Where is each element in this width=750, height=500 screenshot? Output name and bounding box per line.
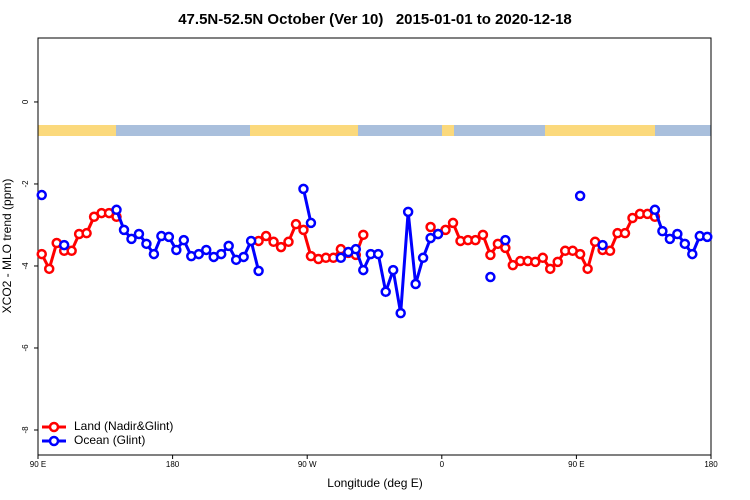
data-point: [447, 217, 459, 229]
data-point: [305, 217, 317, 229]
data-point: [283, 236, 294, 248]
data-point: [597, 239, 608, 251]
x-tick-label: 180: [166, 460, 180, 469]
data-point: [350, 243, 362, 255]
data-point: [215, 248, 227, 260]
legend-label: Land (Nadir&Glint): [74, 419, 173, 433]
data-point: [148, 248, 160, 260]
data-point: [574, 190, 586, 202]
legend-marker: [48, 421, 60, 433]
x-tick-label: 90 E: [568, 460, 584, 469]
data-point: [627, 212, 638, 224]
data-point: [358, 264, 369, 276]
y-tick-label: -6: [21, 344, 30, 352]
legend-marker: [48, 435, 60, 447]
data-point: [290, 218, 302, 230]
data-point: [253, 265, 264, 277]
data-point: [687, 248, 698, 260]
data-point: [298, 224, 309, 236]
data-point: [574, 248, 586, 260]
data-point: [141, 238, 152, 250]
y-tick-label: 0: [21, 99, 30, 104]
data-point: [507, 259, 519, 271]
data-point: [81, 227, 92, 239]
data-point: [66, 245, 77, 257]
data-point: [672, 228, 683, 240]
data-point: [223, 240, 234, 252]
data-point: [657, 225, 668, 237]
data-point: [201, 244, 212, 256]
data-point: [410, 278, 421, 290]
data-point: [268, 236, 279, 248]
data-point: [178, 234, 190, 246]
data-point: [432, 228, 444, 240]
data-point: [118, 224, 130, 236]
x-tick-label: 180: [704, 460, 718, 469]
data-point: [133, 228, 145, 240]
x-tick-label: 0: [440, 460, 445, 469]
data-point: [193, 248, 205, 260]
data-point: [238, 251, 249, 263]
data-point: [470, 234, 481, 246]
data-point: [544, 263, 556, 275]
data-point: [440, 224, 451, 236]
data-point: [380, 286, 391, 298]
data-point: [163, 231, 175, 243]
land-band: [545, 125, 655, 136]
data-point: [477, 229, 489, 241]
data-point: [500, 234, 511, 246]
data-point: [425, 232, 436, 244]
land-band: [38, 125, 116, 136]
data-point: [36, 189, 47, 201]
plot-frame: [37, 37, 712, 456]
land-ocean-strip: [38, 125, 711, 136]
data-point: [552, 256, 563, 268]
data-point: [664, 233, 676, 245]
land-band: [250, 125, 358, 136]
y-tick-label: -4: [21, 262, 30, 270]
data-point: [387, 264, 399, 276]
data-point: [335, 252, 347, 264]
data-point: [111, 204, 122, 216]
data-point: [582, 263, 593, 275]
legend-label: Ocean (Glint): [74, 433, 145, 447]
x-tick-label: 90 E: [30, 460, 46, 469]
data-point: [126, 233, 137, 245]
data-point: [649, 204, 661, 216]
chart-title: 47.5N-52.5N October (Ver 10) 2015-01-01 …: [178, 11, 572, 28]
data-point: [372, 248, 384, 260]
data-point: [402, 206, 414, 218]
data-point: [485, 271, 496, 283]
data-point: [679, 238, 691, 250]
y-tick-label: -2: [21, 180, 30, 188]
data-point: [36, 248, 47, 260]
data-point: [530, 256, 541, 268]
y-tick-label: -8: [21, 426, 30, 434]
data-point: [537, 252, 548, 264]
data-point: [425, 221, 436, 233]
data-point: [171, 244, 182, 256]
data-point: [58, 239, 70, 251]
x-tick-label: 90 W: [298, 460, 317, 469]
data-point: [485, 249, 496, 261]
data-point: [417, 252, 429, 264]
data-point: [275, 241, 287, 253]
data-point: [619, 227, 631, 239]
land-band: [442, 125, 454, 136]
data-point: [245, 235, 257, 247]
y-axis-label: XCO2 - MLO trend (ppm): [0, 179, 14, 314]
x-axis-label: Longitude (deg E): [327, 476, 422, 490]
data-point: [395, 307, 406, 319]
data-point: [604, 245, 616, 257]
data-point: [43, 263, 55, 275]
data-point: [298, 183, 309, 195]
data-point: [260, 230, 272, 242]
series-line: [115, 188, 708, 314]
data-point: [358, 229, 369, 241]
ocean-band: [38, 125, 711, 136]
data-point: [702, 231, 713, 243]
